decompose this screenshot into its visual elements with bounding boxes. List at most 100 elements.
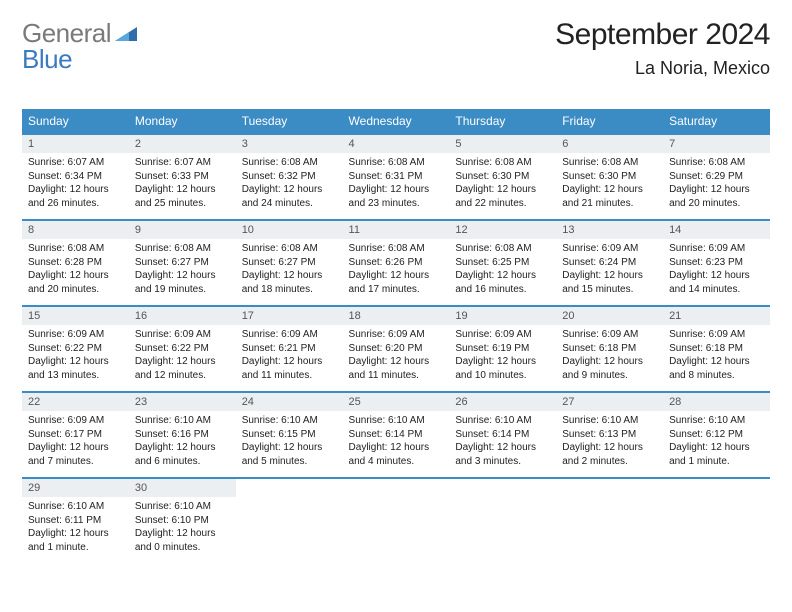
calendar-table: SundayMondayTuesdayWednesdayThursdayFrid… — [22, 109, 770, 564]
day-number: 5 — [449, 135, 556, 153]
day-cell: 7Sunrise: 6:08 AMSunset: 6:29 PMDaylight… — [663, 134, 770, 220]
day-content: Sunrise: 6:09 AMSunset: 6:23 PMDaylight:… — [663, 239, 770, 300]
week-row: 8Sunrise: 6:08 AMSunset: 6:28 PMDaylight… — [22, 220, 770, 306]
day-content: Sunrise: 6:08 AMSunset: 6:27 PMDaylight:… — [129, 239, 236, 300]
day-header: Friday — [556, 109, 663, 134]
location: La Noria, Mexico — [555, 58, 770, 79]
day-number: 14 — [663, 221, 770, 239]
day-cell: 28Sunrise: 6:10 AMSunset: 6:12 PMDayligh… — [663, 392, 770, 478]
day-cell: 24Sunrise: 6:10 AMSunset: 6:15 PMDayligh… — [236, 392, 343, 478]
week-row: 1Sunrise: 6:07 AMSunset: 6:34 PMDaylight… — [22, 134, 770, 220]
day-header: Monday — [129, 109, 236, 134]
day-content: Sunrise: 6:08 AMSunset: 6:32 PMDaylight:… — [236, 153, 343, 214]
day-cell: 2Sunrise: 6:07 AMSunset: 6:33 PMDaylight… — [129, 134, 236, 220]
day-number: 30 — [129, 479, 236, 497]
day-number: 2 — [129, 135, 236, 153]
day-number: 18 — [343, 307, 450, 325]
day-cell: 12Sunrise: 6:08 AMSunset: 6:25 PMDayligh… — [449, 220, 556, 306]
day-content: Sunrise: 6:07 AMSunset: 6:33 PMDaylight:… — [129, 153, 236, 214]
day-cell: 11Sunrise: 6:08 AMSunset: 6:26 PMDayligh… — [343, 220, 450, 306]
day-cell: 15Sunrise: 6:09 AMSunset: 6:22 PMDayligh… — [22, 306, 129, 392]
day-content: Sunrise: 6:08 AMSunset: 6:26 PMDaylight:… — [343, 239, 450, 300]
day-cell: 10Sunrise: 6:08 AMSunset: 6:27 PMDayligh… — [236, 220, 343, 306]
day-number: 6 — [556, 135, 663, 153]
day-content: Sunrise: 6:08 AMSunset: 6:30 PMDaylight:… — [449, 153, 556, 214]
day-content: Sunrise: 6:10 AMSunset: 6:15 PMDaylight:… — [236, 411, 343, 472]
day-cell: 22Sunrise: 6:09 AMSunset: 6:17 PMDayligh… — [22, 392, 129, 478]
day-number: 23 — [129, 393, 236, 411]
day-cell: 26Sunrise: 6:10 AMSunset: 6:14 PMDayligh… — [449, 392, 556, 478]
day-cell: .. — [449, 478, 556, 564]
day-number: 26 — [449, 393, 556, 411]
day-number: 27 — [556, 393, 663, 411]
day-header: Saturday — [663, 109, 770, 134]
day-cell: 16Sunrise: 6:09 AMSunset: 6:22 PMDayligh… — [129, 306, 236, 392]
day-cell: 9Sunrise: 6:08 AMSunset: 6:27 PMDaylight… — [129, 220, 236, 306]
logo-line2: Blue — [22, 44, 72, 75]
day-cell: 17Sunrise: 6:09 AMSunset: 6:21 PMDayligh… — [236, 306, 343, 392]
day-content: Sunrise: 6:08 AMSunset: 6:30 PMDaylight:… — [556, 153, 663, 214]
logo-triangle-icon — [115, 24, 137, 47]
day-header: Sunday — [22, 109, 129, 134]
day-cell: 5Sunrise: 6:08 AMSunset: 6:30 PMDaylight… — [449, 134, 556, 220]
day-cell: 27Sunrise: 6:10 AMSunset: 6:13 PMDayligh… — [556, 392, 663, 478]
logo-text-blue: Blue — [22, 44, 72, 74]
day-cell: 30Sunrise: 6:10 AMSunset: 6:10 PMDayligh… — [129, 478, 236, 564]
day-cell: 4Sunrise: 6:08 AMSunset: 6:31 PMDaylight… — [343, 134, 450, 220]
day-cell: 8Sunrise: 6:08 AMSunset: 6:28 PMDaylight… — [22, 220, 129, 306]
day-content: Sunrise: 6:09 AMSunset: 6:18 PMDaylight:… — [556, 325, 663, 386]
day-cell: 23Sunrise: 6:10 AMSunset: 6:16 PMDayligh… — [129, 392, 236, 478]
day-number: 11 — [343, 221, 450, 239]
day-content: Sunrise: 6:10 AMSunset: 6:13 PMDaylight:… — [556, 411, 663, 472]
day-cell: 19Sunrise: 6:09 AMSunset: 6:19 PMDayligh… — [449, 306, 556, 392]
day-number: 1 — [22, 135, 129, 153]
day-number: 22 — [22, 393, 129, 411]
day-content: Sunrise: 6:09 AMSunset: 6:22 PMDaylight:… — [129, 325, 236, 386]
week-row: 15Sunrise: 6:09 AMSunset: 6:22 PMDayligh… — [22, 306, 770, 392]
day-number: 28 — [663, 393, 770, 411]
day-number: 17 — [236, 307, 343, 325]
day-header: Wednesday — [343, 109, 450, 134]
day-cell: 21Sunrise: 6:09 AMSunset: 6:18 PMDayligh… — [663, 306, 770, 392]
day-content: Sunrise: 6:09 AMSunset: 6:21 PMDaylight:… — [236, 325, 343, 386]
day-content: Sunrise: 6:10 AMSunset: 6:11 PMDaylight:… — [22, 497, 129, 558]
day-number: 29 — [22, 479, 129, 497]
day-number: 19 — [449, 307, 556, 325]
day-content: Sunrise: 6:09 AMSunset: 6:18 PMDaylight:… — [663, 325, 770, 386]
day-content: Sunrise: 6:10 AMSunset: 6:14 PMDaylight:… — [343, 411, 450, 472]
day-cell: 29Sunrise: 6:10 AMSunset: 6:11 PMDayligh… — [22, 478, 129, 564]
day-content: Sunrise: 6:08 AMSunset: 6:27 PMDaylight:… — [236, 239, 343, 300]
day-content: Sunrise: 6:09 AMSunset: 6:24 PMDaylight:… — [556, 239, 663, 300]
day-cell: 3Sunrise: 6:08 AMSunset: 6:32 PMDaylight… — [236, 134, 343, 220]
day-cell: .. — [663, 478, 770, 564]
day-cell: .. — [236, 478, 343, 564]
day-content: Sunrise: 6:10 AMSunset: 6:10 PMDaylight:… — [129, 497, 236, 558]
day-number: 8 — [22, 221, 129, 239]
day-content: Sunrise: 6:08 AMSunset: 6:31 PMDaylight:… — [343, 153, 450, 214]
day-content: Sunrise: 6:08 AMSunset: 6:25 PMDaylight:… — [449, 239, 556, 300]
day-content: Sunrise: 6:08 AMSunset: 6:28 PMDaylight:… — [22, 239, 129, 300]
day-number: 16 — [129, 307, 236, 325]
day-cell: .. — [556, 478, 663, 564]
day-number: 4 — [343, 135, 450, 153]
day-content: Sunrise: 6:07 AMSunset: 6:34 PMDaylight:… — [22, 153, 129, 214]
day-content: Sunrise: 6:10 AMSunset: 6:14 PMDaylight:… — [449, 411, 556, 472]
day-number: 10 — [236, 221, 343, 239]
week-row: 29Sunrise: 6:10 AMSunset: 6:11 PMDayligh… — [22, 478, 770, 564]
day-number: 15 — [22, 307, 129, 325]
day-header: Tuesday — [236, 109, 343, 134]
day-number: 13 — [556, 221, 663, 239]
day-content: Sunrise: 6:10 AMSunset: 6:16 PMDaylight:… — [129, 411, 236, 472]
day-header-row: SundayMondayTuesdayWednesdayThursdayFrid… — [22, 109, 770, 134]
day-number: 7 — [663, 135, 770, 153]
day-number: 20 — [556, 307, 663, 325]
day-number: 25 — [343, 393, 450, 411]
day-number: 24 — [236, 393, 343, 411]
day-cell: 1Sunrise: 6:07 AMSunset: 6:34 PMDaylight… — [22, 134, 129, 220]
header: General September 2024 La Noria, Mexico — [22, 18, 770, 79]
day-cell: 14Sunrise: 6:09 AMSunset: 6:23 PMDayligh… — [663, 220, 770, 306]
day-content: Sunrise: 6:09 AMSunset: 6:22 PMDaylight:… — [22, 325, 129, 386]
day-content: Sunrise: 6:10 AMSunset: 6:12 PMDaylight:… — [663, 411, 770, 472]
day-content: Sunrise: 6:09 AMSunset: 6:17 PMDaylight:… — [22, 411, 129, 472]
day-cell: 13Sunrise: 6:09 AMSunset: 6:24 PMDayligh… — [556, 220, 663, 306]
